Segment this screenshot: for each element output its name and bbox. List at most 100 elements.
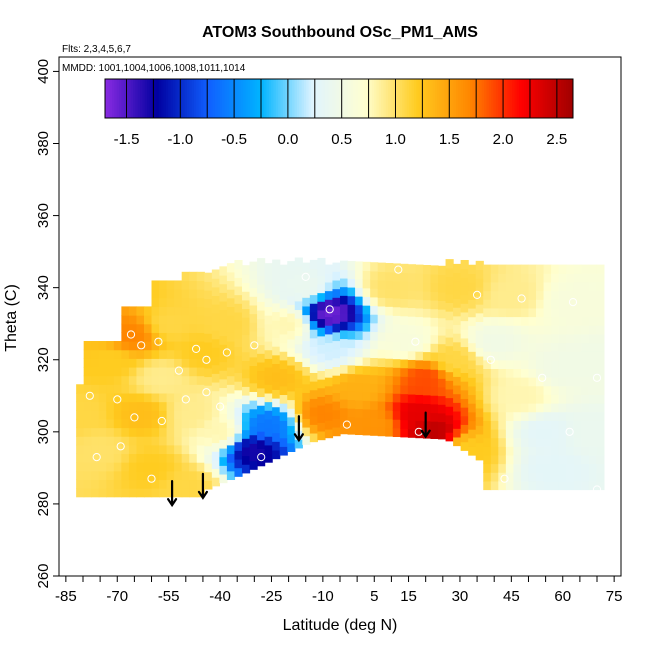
heatmap-cell	[340, 390, 349, 400]
heatmap-cell	[355, 425, 364, 436]
colorbar-segment	[282, 79, 286, 118]
heatmap-cell	[407, 368, 416, 378]
heatmap-cell	[287, 347, 296, 357]
heatmap-cell	[588, 342, 597, 352]
colorbar-segment	[362, 79, 366, 118]
heatmap-cell	[430, 334, 439, 344]
heatmap-cell	[302, 426, 311, 437]
colorbar-segment	[535, 79, 539, 118]
heatmap-cell	[211, 416, 220, 426]
heatmap-cell	[302, 279, 311, 290]
heatmap-cell	[422, 299, 432, 309]
heatmap-cell	[430, 317, 439, 327]
heatmap-cell	[377, 366, 386, 376]
colorbar-segment	[163, 79, 167, 118]
heatmap-cell	[332, 357, 341, 368]
heatmap-cell	[573, 428, 582, 439]
heatmap-cell	[113, 366, 122, 377]
heatmap-cell	[302, 297, 311, 307]
heatmap-cell	[566, 411, 575, 421]
heatmap-cell	[407, 350, 416, 360]
y-tick-label: 360	[35, 203, 52, 228]
heatmap-cell	[272, 389, 281, 399]
heatmap-cell	[272, 372, 281, 382]
heatmap-cell	[573, 420, 582, 430]
heatmap-cell	[355, 330, 364, 340]
heatmap-cell	[264, 392, 273, 403]
heatmap-cell	[596, 403, 605, 413]
heatmap-cell	[460, 320, 469, 330]
heatmap-cell	[189, 289, 198, 299]
chart-title: ATOM3 Southbound OSc_PM1_AMS	[202, 24, 478, 41]
heatmap-cell	[272, 380, 281, 390]
heatmap-cell	[392, 306, 401, 316]
heatmap-cell	[543, 437, 552, 447]
heatmap-cell	[490, 385, 499, 395]
heatmap-cell	[498, 385, 507, 395]
heatmap-cell	[430, 282, 439, 292]
heatmap-cell	[76, 384, 85, 394]
heatmap-cell	[355, 365, 364, 375]
heatmap-cell	[181, 323, 190, 333]
heatmap-cell	[400, 384, 409, 395]
heatmap-cell	[241, 412, 251, 422]
colorbar-segment	[547, 79, 551, 118]
heatmap-cell	[490, 316, 499, 326]
heatmap-cell	[475, 338, 484, 348]
heatmap-cell	[460, 415, 469, 425]
heatmap-cell	[498, 446, 507, 456]
heatmap-cell	[543, 385, 552, 395]
heatmap-cell	[309, 432, 318, 443]
heatmap-cell	[166, 349, 175, 359]
heatmap-cell	[272, 363, 281, 373]
heatmap-cell	[377, 288, 386, 298]
colorbar-segment	[140, 79, 143, 118]
heatmap-cell	[324, 359, 334, 369]
heatmap-cell	[332, 279, 341, 290]
heatmap-cell	[279, 342, 288, 352]
heatmap-cell	[264, 418, 273, 429]
heatmap-cell	[211, 338, 220, 348]
heatmap-cell	[543, 342, 552, 352]
heatmap-cell	[483, 290, 492, 300]
heatmap-cell	[272, 337, 281, 347]
colorbar-segment	[498, 79, 501, 118]
heatmap-cell	[543, 472, 552, 482]
heatmap-cell	[181, 349, 190, 359]
heatmap-cell	[136, 306, 145, 316]
heatmap-cell	[407, 342, 416, 352]
heatmap-cell	[385, 288, 394, 299]
colorbar-segment	[434, 79, 438, 118]
heatmap-cell	[543, 359, 552, 369]
colorbar-segment	[327, 79, 331, 118]
observation-point	[257, 453, 266, 462]
heatmap-cell	[189, 444, 198, 455]
heatmap-cell	[596, 368, 605, 378]
heatmap-cell	[543, 273, 552, 283]
heatmap-cell	[181, 297, 190, 308]
heatmap-cell	[272, 346, 281, 356]
observation-point	[113, 395, 122, 404]
colorbar-tick-label: -0.5	[221, 131, 247, 148]
heatmap-cell	[204, 324, 213, 334]
heatmap-cell	[536, 377, 545, 387]
heatmap-cell	[143, 470, 153, 481]
heatmap-cell	[159, 384, 168, 394]
heatmap-cell	[400, 367, 409, 377]
heatmap-cell	[143, 315, 153, 325]
heatmap-cell	[279, 290, 288, 300]
heatmap-cell	[415, 359, 424, 369]
colorbar-segment	[343, 79, 347, 118]
heatmap-cell	[151, 341, 160, 351]
heatmap-cell	[513, 377, 522, 387]
heatmap-cell	[83, 410, 92, 420]
heatmap-cell	[159, 289, 168, 299]
heatmap-cell	[422, 265, 432, 275]
heatmap-cell	[370, 262, 379, 272]
heatmap-cell	[302, 262, 311, 272]
colorbar-segment	[137, 79, 141, 118]
x-tick-label: 30	[452, 588, 469, 605]
heatmap-cell	[211, 477, 220, 487]
heatmap-cell	[430, 412, 439, 422]
colorbar-segment	[409, 79, 413, 118]
